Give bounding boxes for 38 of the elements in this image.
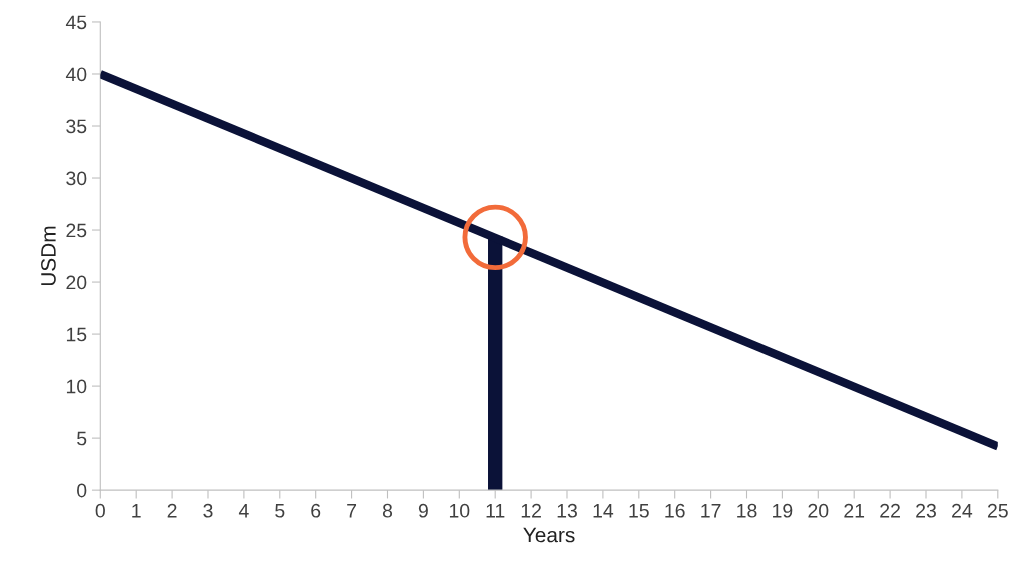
- x-tick-label: 14: [593, 504, 614, 518]
- x-tick-label: 12: [521, 503, 541, 518]
- x-tick-label: 16: [665, 503, 685, 518]
- x-tick-label: 19: [773, 503, 793, 518]
- x-tick-label: 17: [701, 504, 721, 518]
- y-tick-label: 0: [77, 483, 87, 498]
- x-tick-label: 9: [418, 503, 428, 518]
- y-tick-label: 20: [66, 275, 87, 290]
- y-tick-label: 35: [66, 119, 87, 134]
- x-tick-label: 4: [238, 504, 249, 518]
- y-tick-label: 10: [66, 379, 87, 394]
- x-tick-label: 1: [132, 504, 141, 518]
- x-tick-label: 22: [880, 503, 900, 518]
- x-tick-label: 3: [203, 503, 213, 518]
- y-tick-label: 40: [65, 67, 87, 82]
- x-tick-label: 6: [311, 503, 321, 518]
- x-tick-label: 7: [347, 504, 357, 518]
- x-tick-label: 21: [844, 503, 865, 518]
- x-axis-title: Years: [523, 527, 575, 543]
- y-axis-title: USDm: [41, 226, 56, 286]
- x-tick-label: 8: [382, 503, 393, 518]
- x-tick-label: 23: [916, 503, 936, 518]
- x-tick-label: 0: [95, 503, 105, 518]
- x-tick-label: 10: [449, 503, 470, 518]
- y-tick-label: 45: [65, 15, 87, 30]
- x-tick-label: 15: [629, 504, 649, 518]
- y-tick-label: 25: [66, 223, 87, 238]
- x-tick-label: 13: [557, 503, 577, 518]
- x-tick-label: 2: [167, 503, 177, 518]
- y-tick-label: 30: [66, 171, 87, 186]
- y-tick-label: 5: [77, 431, 87, 446]
- x-tick-label: 5: [275, 504, 285, 518]
- y-tick-label: 15: [66, 327, 87, 342]
- x-tick-label: 20: [808, 503, 829, 518]
- x-tick-label: 25: [987, 503, 1008, 518]
- x-tick-label: 11: [486, 504, 505, 518]
- x-tick-label: 18: [737, 503, 757, 518]
- x-tick-label: 24: [952, 503, 973, 518]
